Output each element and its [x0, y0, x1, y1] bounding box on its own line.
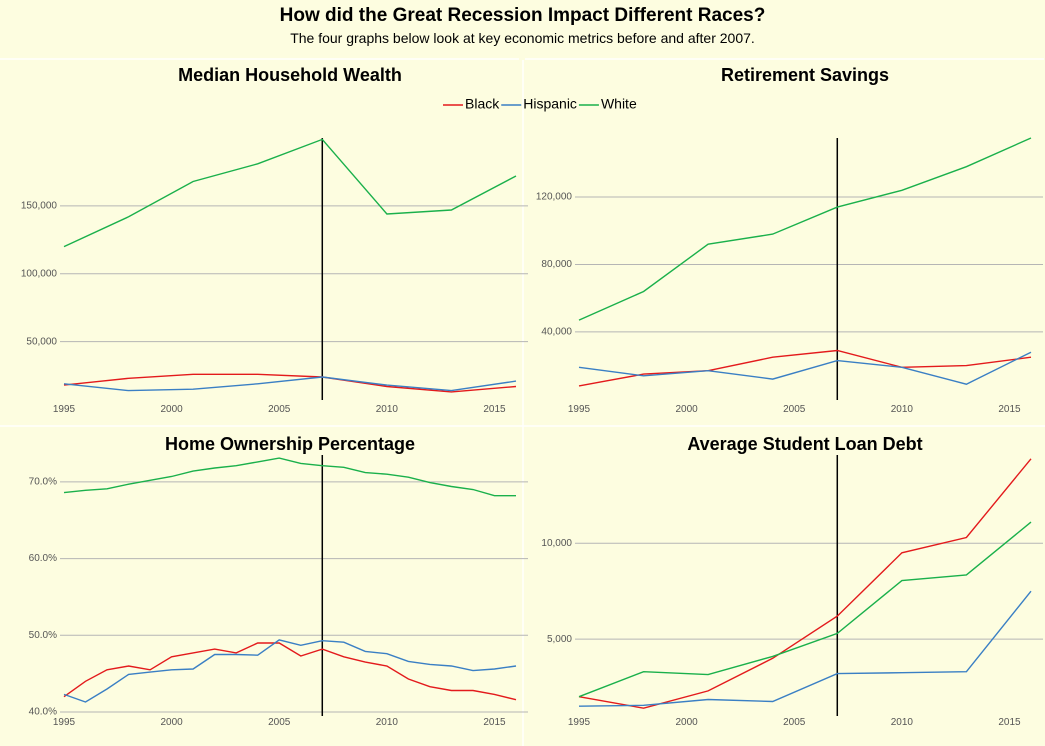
legend-label-white: White [601, 96, 637, 112]
median-household-wealth-y-tick-label: 150,000 [21, 201, 58, 212]
median-household-wealth-y-tick-label: 50,000 [26, 336, 57, 347]
average-student-loan-debt-title: Average Student Loan Debt [687, 434, 922, 454]
retirement-savings-series-black [578, 349, 1032, 387]
median-household-wealth-x-tick-label: 1995 [53, 404, 76, 415]
median-household-wealth-x-tick-label: 2000 [160, 404, 183, 415]
average-student-loan-debt-y-tick-label: 10,000 [541, 538, 572, 549]
average-student-loan-debt-x-tick-label: 2010 [891, 717, 914, 728]
retirement-savings-x-tick-label: 2015 [998, 404, 1021, 415]
average-student-loan-debt-series-white [578, 521, 1032, 698]
legend-label-black: Black [465, 96, 500, 112]
average-student-loan-debt-series-black [578, 458, 1032, 709]
chart-subtitle: The four graphs below look at key econom… [290, 30, 755, 46]
average-student-loan-debt-x-tick-label: 2000 [675, 717, 698, 728]
retirement-savings-title: Retirement Savings [721, 65, 889, 85]
home-ownership-percentage-x-tick-label: 2015 [483, 717, 506, 728]
average-student-loan-debt-x-tick-label: 1995 [568, 717, 591, 728]
legend-label-hispanic: Hispanic [523, 96, 577, 112]
home-ownership-percentage-y-tick-label: 60.0% [29, 553, 57, 564]
home-ownership-percentage-y-tick-label: 50.0% [29, 630, 57, 641]
home-ownership-percentage-x-tick-label: 2000 [160, 717, 183, 728]
median-household-wealth-x-tick-label: 2005 [268, 404, 291, 415]
median-household-wealth-series-white [63, 138, 517, 248]
median-household-wealth-x-tick-label: 2015 [483, 404, 506, 415]
average-student-loan-debt-series-hispanic [578, 590, 1032, 707]
retirement-savings-series-hispanic [578, 351, 1032, 385]
average-student-loan-debt-panel: Average Student Loan Debt 5,000 10,000 1995… [541, 434, 1043, 728]
median-household-wealth-x-tick-label: 2010 [376, 404, 399, 415]
retirement-savings-panel: Retirement Savings 40,000 80,000 120,000 199… [536, 65, 1043, 415]
chart-title: How did the Great Recession Impact Diffe… [279, 5, 766, 26]
retirement-savings-x-tick-label: 2000 [675, 404, 698, 415]
home-ownership-percentage-x-tick-label: 2005 [268, 717, 291, 728]
median-household-wealth-panel: Median Household Wealth 50,000 100,000 150,… [21, 65, 528, 415]
home-ownership-percentage-panel: Home Ownership Percentage 40.0% 50.0% 60.0%… [29, 434, 528, 728]
legend: Black Hispanic White [443, 96, 637, 112]
retirement-savings-x-tick-label: 2010 [891, 404, 914, 415]
retirement-savings-x-tick-label: 2005 [783, 404, 806, 415]
retirement-savings-y-tick-label: 80,000 [541, 259, 572, 270]
home-ownership-percentage-y-tick-label: 70.0% [29, 476, 57, 487]
median-household-wealth-title: Median Household Wealth [178, 65, 402, 85]
retirement-savings-y-tick-label: 120,000 [536, 192, 573, 203]
home-ownership-percentage-x-tick-label: 2010 [376, 717, 399, 728]
average-student-loan-debt-x-tick-label: 2015 [998, 717, 1021, 728]
home-ownership-percentage-title: Home Ownership Percentage [165, 434, 415, 454]
retirement-savings-x-tick-label: 1995 [568, 404, 591, 415]
home-ownership-percentage-x-tick-label: 1995 [53, 717, 76, 728]
median-household-wealth-series-hispanic [63, 376, 517, 392]
home-ownership-percentage-series-black [63, 642, 517, 701]
retirement-savings-y-tick-label: 40,000 [541, 327, 572, 338]
median-household-wealth-y-tick-label: 100,000 [21, 268, 58, 279]
average-student-loan-debt-y-tick-label: 5,000 [547, 634, 572, 645]
home-ownership-percentage-y-tick-label: 40.0% [29, 707, 57, 718]
home-ownership-percentage-series-white [63, 457, 516, 497]
average-student-loan-debt-x-tick-label: 2005 [783, 717, 806, 728]
retirement-savings-series-white [578, 137, 1032, 321]
median-household-wealth-series-black [63, 373, 517, 393]
home-ownership-percentage-series-hispanic [63, 639, 517, 703]
